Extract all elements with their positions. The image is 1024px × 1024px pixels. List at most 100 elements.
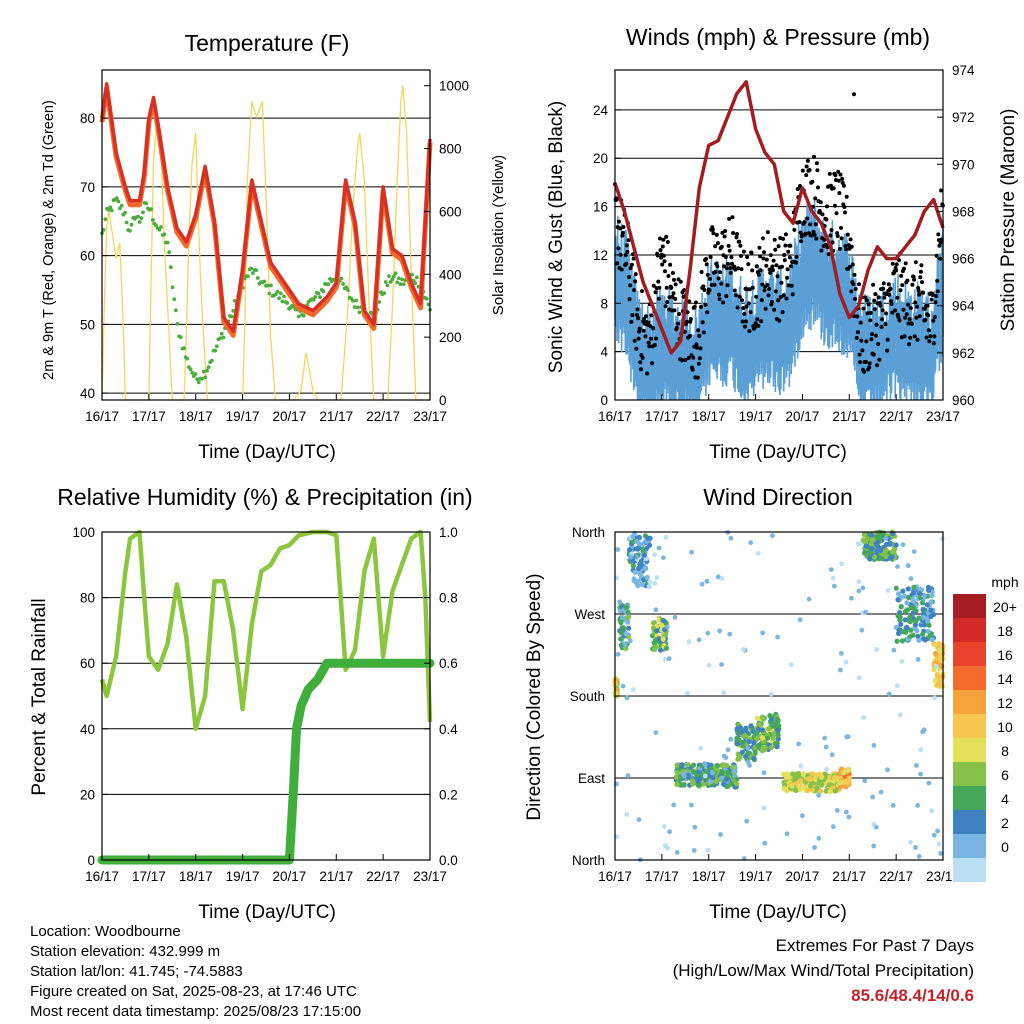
direction-point xyxy=(691,762,697,768)
legend-label: 8 xyxy=(1001,743,1009,759)
dewpoint-point xyxy=(341,282,345,286)
gust-point xyxy=(937,243,942,248)
gust-point xyxy=(884,311,888,316)
gust-point xyxy=(785,267,790,272)
gust-point xyxy=(692,304,697,309)
direction-point xyxy=(856,588,862,594)
temp-xtick-label: 23/17 xyxy=(413,409,447,424)
direction-point xyxy=(908,633,914,639)
gust-point xyxy=(742,311,747,316)
gust-point xyxy=(697,333,702,338)
direction-point xyxy=(797,778,803,784)
temp-ytick-right-label: 800 xyxy=(439,142,462,157)
gust-point xyxy=(912,334,917,339)
winds-ticks: 0 4 8 12 16 20 24 960 962 964 966 968 970 972 974 16/17… xyxy=(593,63,975,424)
direction-point xyxy=(870,794,875,800)
gust-point xyxy=(756,323,761,328)
direction-point xyxy=(647,542,653,548)
direction-point xyxy=(725,770,731,776)
gust-point xyxy=(918,275,923,280)
gust-point xyxy=(711,231,716,236)
gust-point xyxy=(701,330,706,335)
direction-point xyxy=(654,575,660,580)
direction-point xyxy=(898,621,904,627)
gust-point xyxy=(782,258,787,263)
humidity-ytick-label: 60 xyxy=(80,656,95,671)
gust-point xyxy=(932,334,937,339)
gust-point xyxy=(687,299,692,304)
direction-point xyxy=(623,631,629,637)
direction-point xyxy=(686,639,692,645)
dewpoint-point xyxy=(393,271,398,276)
gust-point xyxy=(879,325,884,329)
temperature-series xyxy=(99,82,433,401)
direction-point xyxy=(685,762,691,768)
dewpoint-point xyxy=(154,223,159,228)
direction-point xyxy=(620,683,626,689)
gust-point xyxy=(708,276,712,281)
direction-point xyxy=(702,761,707,766)
direction-point xyxy=(938,851,943,856)
direction-point xyxy=(768,691,774,697)
dewpoint-point xyxy=(262,279,267,284)
gust-point xyxy=(626,238,631,243)
direction-point xyxy=(921,593,927,599)
gust-point xyxy=(840,176,845,181)
direction-point xyxy=(932,678,938,684)
direction-point xyxy=(663,534,669,540)
direction-point xyxy=(919,600,926,606)
gust-point xyxy=(683,358,688,362)
dewpoint-point xyxy=(116,199,121,204)
direction-point xyxy=(653,607,659,613)
gust-point xyxy=(682,288,687,293)
gust-point xyxy=(921,290,926,295)
gust-point xyxy=(669,285,674,290)
gust-point xyxy=(656,296,661,301)
direction-point xyxy=(911,549,917,554)
pressure-line xyxy=(613,80,945,355)
dewpoint-point xyxy=(200,376,204,381)
gust-point xyxy=(754,294,759,299)
gust-point xyxy=(750,285,755,290)
dewpoint-point xyxy=(278,291,283,296)
direction-point xyxy=(745,745,751,751)
legend-swatch xyxy=(953,858,986,882)
gust-point xyxy=(923,317,928,322)
gust-point xyxy=(663,304,668,309)
winds-xtick-label: 16/17 xyxy=(598,409,632,424)
gust-point xyxy=(912,277,917,282)
gust-point xyxy=(765,230,770,235)
gust-point xyxy=(769,300,774,304)
gust-point xyxy=(623,253,628,258)
humidity-ytick-right-label: 0.0 xyxy=(439,853,458,868)
humidity-ytick-label: 100 xyxy=(72,525,95,540)
direction-point xyxy=(895,597,901,603)
speed-legend: mph 20+ 18 16 14 12 10 8 6 4 2 0 xyxy=(953,574,1019,882)
temp-ytick-label: 80 xyxy=(80,111,95,126)
gust-point xyxy=(636,336,641,341)
direction-point xyxy=(882,551,888,557)
direction-point xyxy=(837,784,844,790)
legend-swatch xyxy=(953,666,986,690)
gust-point xyxy=(767,267,772,272)
direction-point xyxy=(760,630,766,636)
gust-point xyxy=(900,283,905,288)
dewpoint-point xyxy=(136,214,141,219)
direction-point xyxy=(935,672,941,678)
direction-point xyxy=(830,575,836,581)
gust-point xyxy=(864,339,869,344)
gust-point xyxy=(625,249,630,254)
direction-point xyxy=(700,781,706,787)
gust-point xyxy=(788,243,793,248)
gust-point xyxy=(825,204,829,209)
gust-point xyxy=(800,232,805,237)
direction-point xyxy=(839,561,845,567)
gust-point xyxy=(790,260,795,264)
direction-point xyxy=(713,778,719,784)
gust-point xyxy=(703,302,708,307)
dewpoint-point xyxy=(251,271,255,275)
gust-point xyxy=(616,219,621,224)
gust-point xyxy=(729,255,734,260)
gust-point xyxy=(810,179,815,184)
